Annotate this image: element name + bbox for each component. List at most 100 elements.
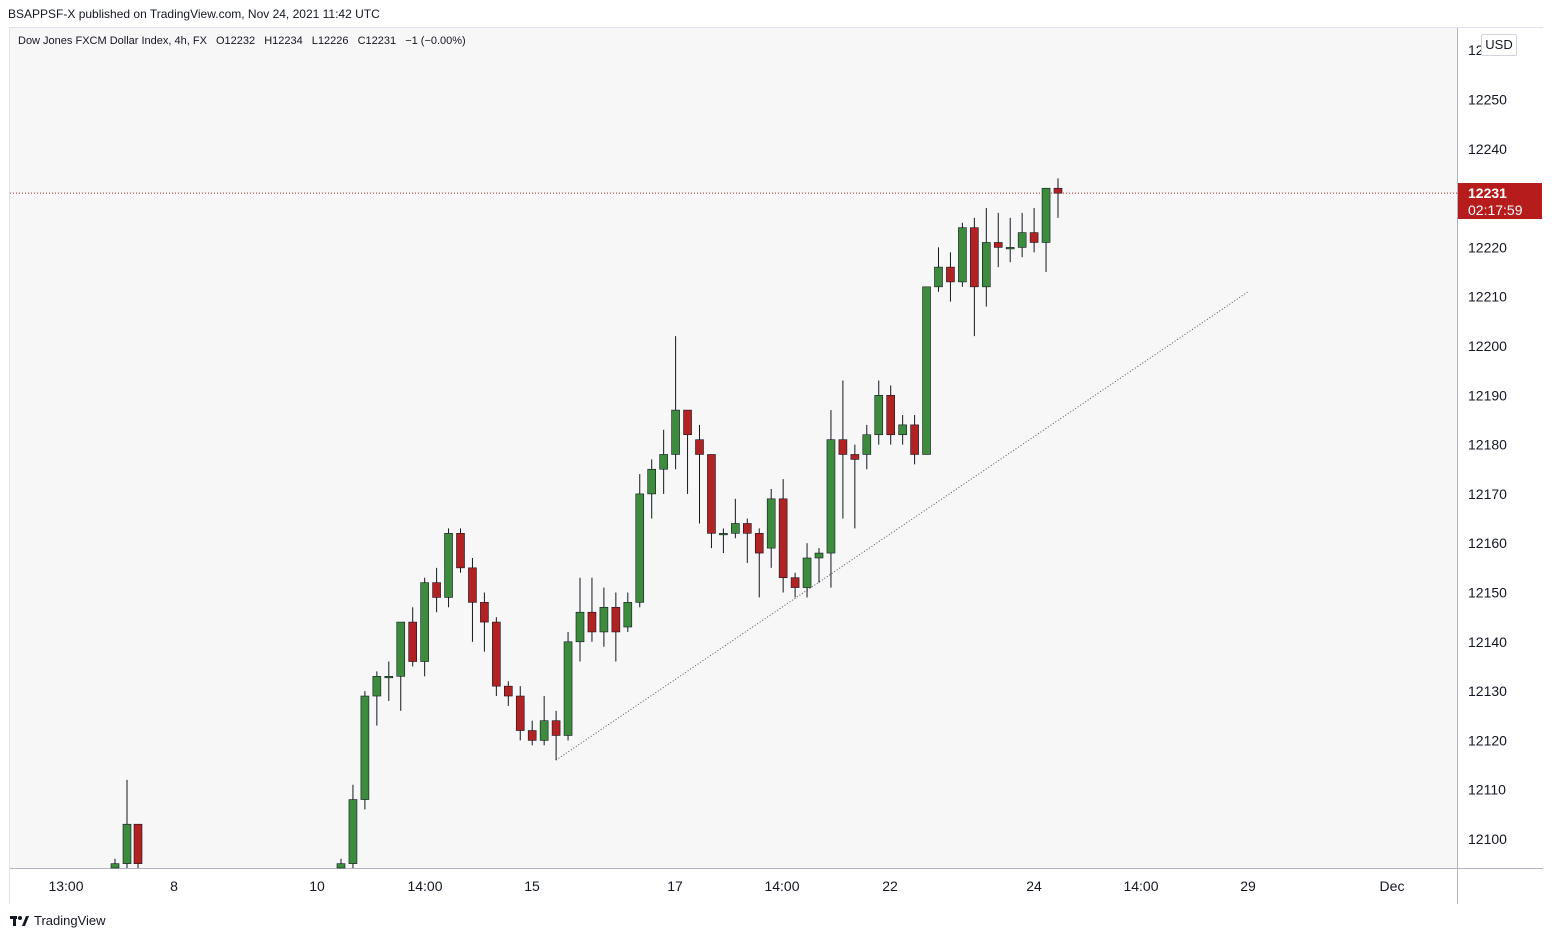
candle-down (1029, 232, 1039, 243)
candle-down (587, 611, 597, 633)
candle-up (110, 863, 120, 869)
price-tick-label: 12150 (1468, 585, 1507, 601)
candle-up (348, 799, 358, 864)
candle-down (133, 823, 143, 864)
time-tick-label: 13:00 (48, 878, 83, 894)
last-price-value: 12231 (1468, 185, 1507, 202)
tradingview-brand: TradingView (34, 913, 106, 928)
candle-down (886, 394, 896, 436)
time-tick-label: 14:00 (1123, 878, 1158, 894)
time-tick-label: 10 (309, 878, 325, 894)
symbol-legend[interactable]: Dow Jones FXCM Dollar Index, 4h, FX O122… (18, 35, 472, 47)
symbol-name: Dow Jones FXCM Dollar Index, 4h, FX (18, 35, 207, 47)
candle-up (731, 523, 740, 534)
candle-down (503, 685, 513, 697)
candle-up (958, 227, 967, 283)
candle-down (742, 523, 752, 534)
candle-down (707, 454, 716, 534)
candle-down (695, 439, 704, 455)
candle-down (432, 582, 441, 598)
tradingview-logo-icon (10, 915, 29, 926)
candle-down (611, 606, 621, 633)
price-tick-label: 12240 (1468, 141, 1507, 157)
candle-down (468, 567, 477, 603)
candle-up (563, 641, 573, 736)
candle-up (360, 695, 370, 800)
candle-up (623, 602, 633, 628)
candle-up (826, 439, 836, 554)
candle-up (647, 468, 657, 495)
price-tick-label: 12110 (1468, 782, 1506, 798)
candle-down (551, 720, 561, 736)
price-tick-label: 12100 (1468, 831, 1507, 847)
candle-down (683, 409, 692, 436)
price-tick-label: 12190 (1468, 387, 1507, 403)
price-axis[interactable] (1457, 28, 1543, 868)
candle-down (456, 533, 465, 569)
price-tick-label: 12250 (1468, 92, 1507, 108)
open-value: O12232 (215, 35, 256, 47)
candle-down (838, 439, 848, 455)
candle-down (778, 498, 788, 579)
candle-up (802, 557, 812, 588)
candle-up (635, 493, 645, 603)
candle-down (946, 266, 955, 283)
time-tick-label: 17 (667, 878, 683, 894)
candle-up (1005, 247, 1015, 250)
candles (110, 178, 1063, 869)
plot-area[interactable] (10, 28, 1457, 868)
candle-up (766, 498, 776, 549)
high-value: H12234 (264, 35, 303, 47)
time-tick-label: Dec (1380, 878, 1405, 894)
candle-up (814, 552, 824, 559)
time-tick-label: 22 (882, 878, 898, 894)
axis-corner (1457, 868, 1543, 904)
trend-line (555, 291, 1249, 761)
candle-up (922, 286, 931, 455)
candle-up (122, 823, 132, 864)
price-tick-label: 12120 (1468, 732, 1507, 748)
price-tick-label: 12210 (1468, 289, 1507, 305)
candle-down (515, 695, 525, 731)
candle-down (480, 602, 489, 623)
candle-up (874, 394, 884, 436)
candle-up (396, 621, 406, 677)
candle-up (539, 720, 549, 741)
candle-up (575, 611, 585, 643)
candle-up (862, 434, 872, 455)
publisher-line: BSAPPSF-X published on TradingView.com, … (8, 7, 380, 21)
currency-button[interactable]: USD (1481, 34, 1517, 56)
price-tick-label: 12130 (1468, 683, 1507, 699)
candle-down (993, 242, 1003, 248)
time-tick-label: 24 (1026, 878, 1042, 894)
candle-up (719, 533, 728, 536)
price-tick-label: 12170 (1468, 486, 1507, 502)
price-tick-label: 12200 (1468, 338, 1507, 354)
candle-up (898, 424, 907, 436)
candle-up (420, 582, 429, 662)
candle-down (790, 577, 800, 588)
candle-down (527, 730, 537, 741)
time-axis[interactable] (10, 868, 1457, 904)
price-tick-label: 12180 (1468, 437, 1507, 453)
candle-up (599, 606, 609, 633)
tradingview-logo[interactable]: TradingView (10, 913, 106, 928)
candle-down (408, 621, 418, 662)
last-price-label: 12231 02:17:59 (1458, 183, 1542, 220)
close-value: C12231 (357, 35, 397, 47)
candle-up (659, 454, 668, 470)
candle-up (981, 242, 991, 288)
candle-up (384, 676, 394, 679)
candle-up (934, 266, 943, 288)
candle-down (1053, 187, 1063, 194)
time-tick-label: 14:00 (764, 878, 799, 894)
low-value: L12226 (311, 35, 349, 47)
candle-up (1017, 232, 1027, 248)
candle-down (970, 227, 979, 288)
price-tick-label: 12160 (1468, 535, 1507, 551)
candle-up (372, 676, 382, 697)
time-tick-label: 15 (524, 878, 540, 894)
time-tick-label: 8 (170, 878, 178, 894)
candle-down (492, 621, 501, 687)
